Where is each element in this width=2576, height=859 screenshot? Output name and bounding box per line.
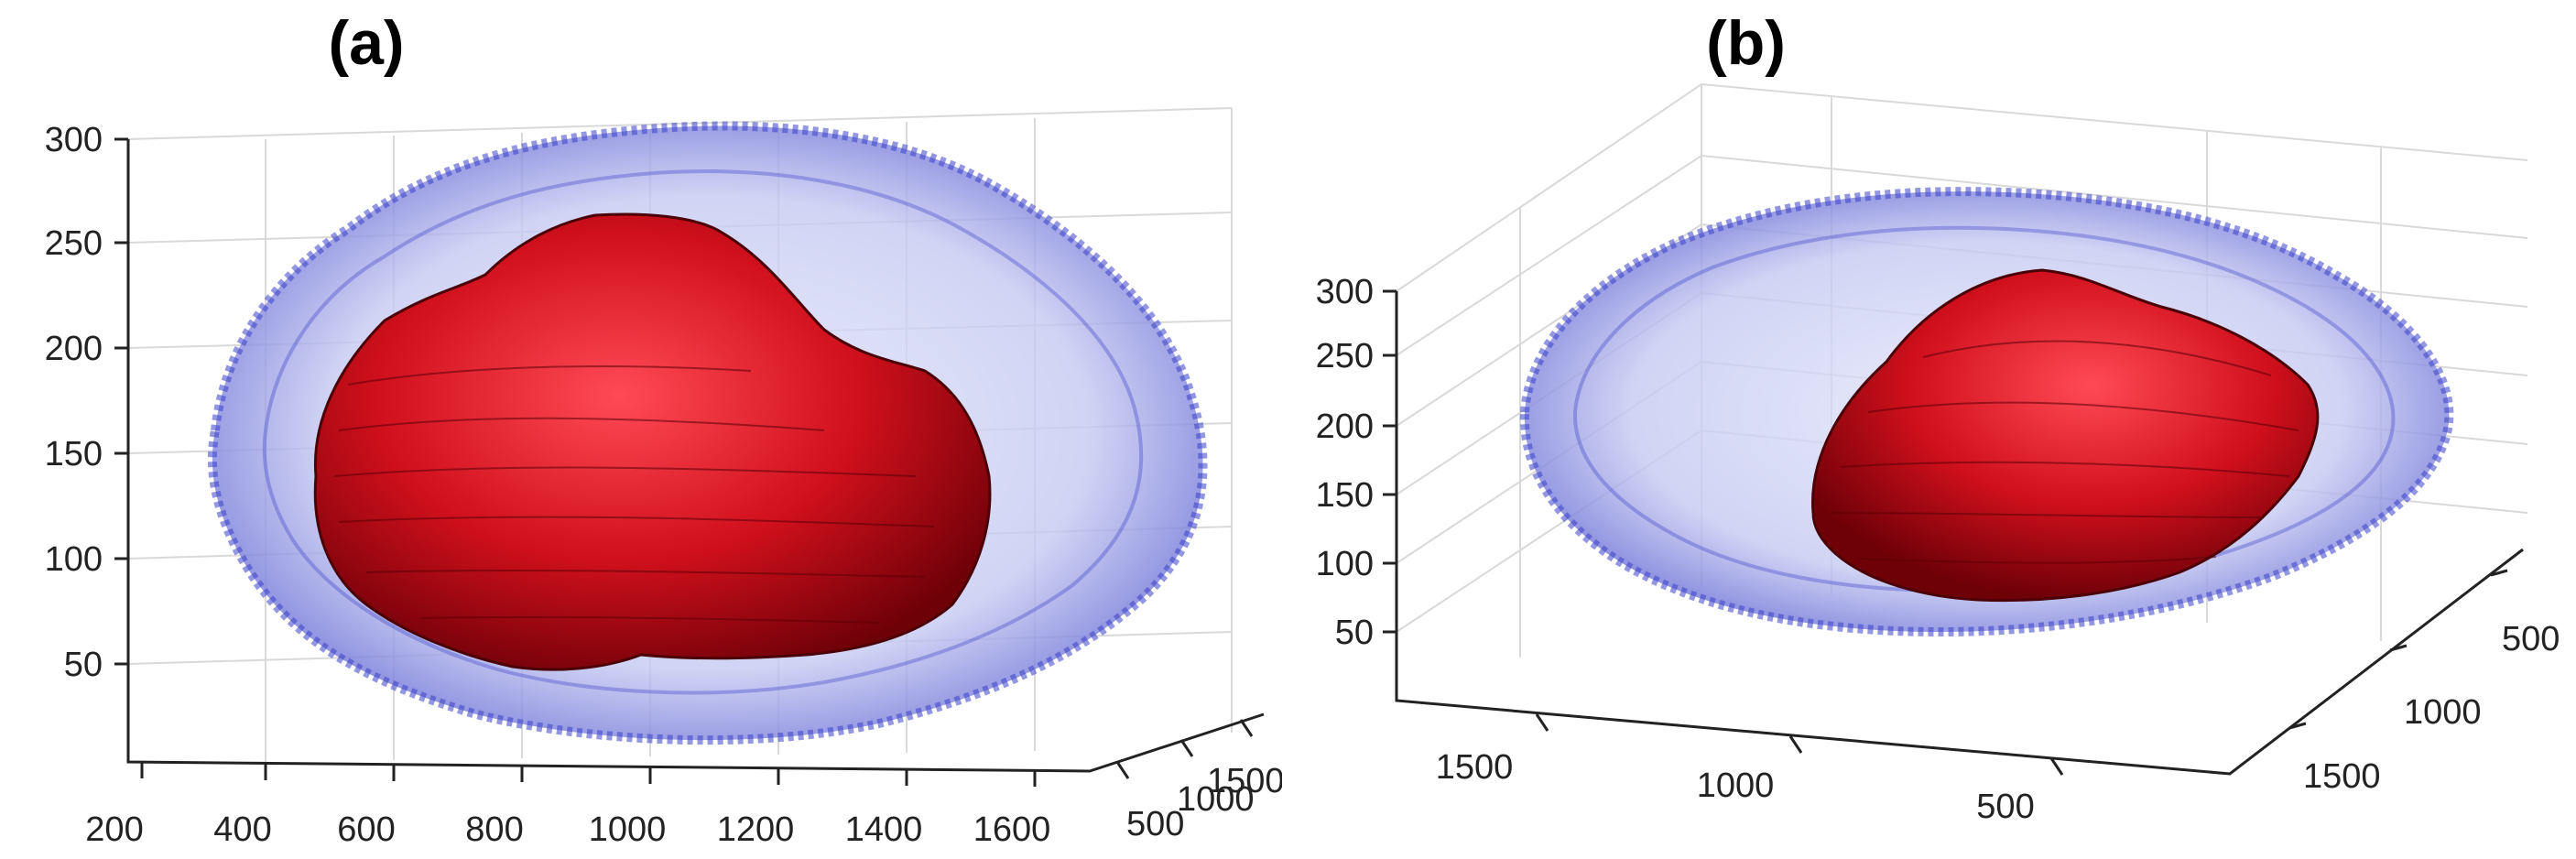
axes-a [114,137,1265,787]
z-tick-labels-a: 300 250 200 150 100 50 [45,121,103,684]
y-tick-label: 1500 [1207,762,1282,800]
panel-title-b: (b) [1706,8,1786,78]
x-tick-label: 500 [1976,788,2034,826]
z-tick-label: 200 [1316,408,1374,446]
y-tick-labels-a: 500 1000 1500 [1126,762,1282,843]
x-tick-labels-a: 200 400 600 800 1000 1200 1400 1600 [85,810,1050,849]
inner-volume-texture-b [1831,340,2299,564]
y-tick-labels-b: 500 1000 1500 [2303,620,2560,796]
y-tick-label: 500 [2502,620,2560,658]
z-tick-label: 250 [1316,337,1374,375]
z-tick-label: 50 [64,646,103,684]
z-tick-labels-b: 300 250 200 150 100 50 [1316,273,1374,652]
z-tick-label: 300 [45,121,103,159]
outer-surface-inner-ring-b [1572,225,2396,593]
outer-surface-inner-ring-a [262,169,1144,695]
x-tick-label: 1200 [717,810,795,849]
plot-3d-a: 300 250 200 150 100 50 200 400 600 800 1… [45,107,1282,849]
z-tick-label: 50 [1335,614,1374,652]
x-tick-label: 600 [337,810,395,849]
panel-title-a: (a) [328,8,405,78]
z-tick-label: 150 [1316,476,1374,515]
x-tick-label: 200 [85,810,143,849]
z-tick-label: 200 [45,330,103,368]
plot-3d-b: 300 250 200 150 100 50 1500 1000 500 500… [1316,82,2560,826]
x-tick-label: 400 [213,810,271,849]
x-tick-label: 1000 [589,810,667,849]
y-tick-label: 1000 [1177,780,1255,819]
y-tick-label: 1500 [2303,757,2381,796]
panel-b: (b) [1282,0,2576,859]
x-tick-label: 1000 [1697,767,1775,805]
y-tick-label: 500 [1126,805,1184,843]
z-tick-label: 100 [1316,545,1374,583]
z-tick-label: 250 [45,224,103,263]
x-tick-label: 1600 [973,810,1051,849]
z-tick-label: 150 [45,435,103,473]
x-tick-label: 1400 [845,810,923,849]
inner-volume-texture-a [333,365,935,624]
z-tick-label: 300 [1316,273,1374,311]
x-tick-labels-b: 1500 1000 500 [1436,748,2035,826]
x-tick-label: 1500 [1436,748,1514,787]
z-tick-label: 100 [45,540,103,579]
axes-b [1383,289,2524,776]
y-tick-label: 1000 [2404,693,2482,732]
inner-volume-a [313,212,992,671]
x-tick-label: 800 [465,810,523,849]
panel-a: (a) [0,0,1282,859]
